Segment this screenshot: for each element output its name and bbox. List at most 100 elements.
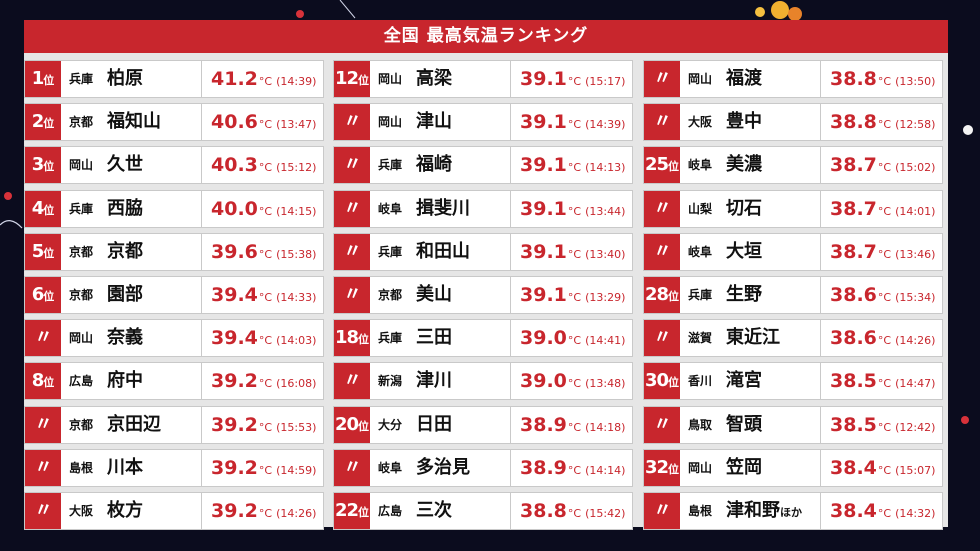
temperature-value: 40.3°C (15:12) [211,154,317,177]
cell-divider [510,61,511,97]
cell-divider [201,320,202,357]
cell-divider [820,147,821,184]
cell-divider [510,320,511,357]
observation-time: (13:46) [895,247,936,261]
observation-time: (16:08) [276,377,317,391]
ranking-row: 20位 大分 日田 38.9°C (14:18) [333,405,633,444]
observation-time: (12:42) [895,420,936,434]
ranking-row: 5位 京都 京都 39.6°C (15:38) [24,232,324,271]
rank-badge: 18位 [334,320,370,357]
temperature-value: 39.2°C (14:26) [211,499,317,522]
rank-badge: 〃 [334,190,370,227]
temperature-value: 38.6°C (14:26) [830,327,936,350]
ranking-row: 6位 京都 園部 39.4°C (14:33) [24,275,324,314]
prefecture-label: 島根 [688,503,713,518]
temperature-value: 38.4°C (14:32) [830,499,936,522]
rank-badge: 5位 [25,233,61,270]
city-name: 日田 [416,413,452,435]
ranking-row: 〃大阪 枚方 39.2°C (14:26) [24,491,324,530]
temperature-value: 39.1°C (14:39) [520,111,626,134]
rank-badge: 〃 [334,449,370,486]
city-name: 園部 [107,283,143,305]
ranking-row: 〃岐阜 大垣 38.7°C (13:46) [643,232,943,271]
observation-time: (13:50) [895,75,936,88]
temperature-value: 39.0°C (14:41) [520,327,626,350]
city-name: 久世 [107,154,143,176]
city-name: 揖斐川 [416,197,470,219]
observation-time: (14:41) [585,334,626,348]
ranking-row: 〃新潟 津川 39.0°C (13:48) [333,362,633,401]
prefecture-label: 広島 [378,503,403,518]
rank-badge: 4位 [25,190,61,227]
observation-time: (14:39) [585,118,626,132]
rank-badge: 20位 [334,406,370,443]
observation-time: (15:34) [895,290,936,304]
rank-badge: 〃 [644,320,680,357]
temperature-value: 38.5°C (12:42) [830,413,936,436]
observation-time: (15:38) [276,247,317,261]
ranking-row: 22位 広島 三次 38.8°C (15:42) [333,491,633,530]
temperature-value: 40.0°C (14:15) [211,197,317,220]
ranking-row: 〃島根 津和野ほか 38.4°C (14:32) [643,491,943,530]
city-name: 京都 [107,240,143,262]
cell-divider [820,363,821,400]
cell-divider [820,320,821,357]
ranking-row: 〃岡山 福渡 38.8°C (13:50) [643,60,943,98]
temperature-value: 38.5°C (14:47) [830,370,936,393]
cell-divider [510,492,511,529]
prefecture-label: 岡山 [688,460,713,475]
city-name: 京田辺 [107,413,161,435]
observation-time: (15:07) [895,463,936,477]
observation-time: (15:42) [585,506,626,520]
ranking-row: 〃山梨 切石 38.7°C (14:01) [643,189,943,228]
ranking-row: 30位 香川 滝宮 38.5°C (14:47) [643,362,943,401]
prefecture-label: 岐阜 [688,158,713,173]
city-name: 府中 [107,370,143,392]
temperature-value: 38.9°C (14:18) [520,413,626,436]
rank-badge: 〃 [644,190,680,227]
city-name: 枚方 [107,499,143,521]
temperature-value: 39.4°C (14:33) [211,283,317,306]
prefecture-label: 兵庫 [69,201,94,216]
prefecture-label: 岐阜 [378,460,403,475]
prefecture-label: 岐阜 [378,201,403,216]
city-name: 三田 [416,327,452,349]
prefecture-label: 岡山 [69,331,94,346]
cell-divider [820,449,821,486]
cell-divider [820,233,821,270]
observation-time: (15:17) [585,75,626,88]
prefecture-label: 兵庫 [378,331,403,346]
city-name: 滝宮 [726,370,762,392]
ranking-row: 〃岐阜 揖斐川 39.1°C (13:44) [333,189,633,228]
temperature-value: 39.1°C (13:40) [520,240,626,263]
temperature-value: 39.0°C (13:48) [520,370,626,393]
observation-time: (15:53) [276,420,317,434]
rank-badge: 3位 [25,147,61,184]
temperature-value: 40.6°C (13:47) [211,111,317,134]
ranking-row: 〃島根 川本 39.2°C (14:59) [24,448,324,487]
ranking-row: 〃京都 京田辺 39.2°C (15:53) [24,405,324,444]
rank-badge: 8位 [25,363,61,400]
ranking-row: 3位 岡山 久世 40.3°C (15:12) [24,146,324,185]
rank-badge: 〃 [25,449,61,486]
observation-time: (15:02) [895,161,936,175]
rank-badge: 12位 [334,61,370,97]
ranking-row: 8位 広島 府中 39.2°C (16:08) [24,362,324,401]
prefecture-label: 兵庫 [688,287,713,302]
observation-time: (13:44) [585,204,626,218]
ranking-panel: 全国 最高気温ランキング 1位 兵庫 柏原 41.2°C (14:39) 2位 京都 福知山 4… [24,20,948,530]
prefecture-label: 兵庫 [69,72,94,86]
prefecture-label: 大阪 [69,503,94,518]
city-name: 福知山 [107,111,161,133]
prefecture-label: 兵庫 [378,244,403,259]
city-name: 智頭 [726,413,762,435]
temperature-value: 39.1°C (15:17) [520,68,626,90]
ranking-row: 〃岡山 奈義 39.4°C (14:03) [24,319,324,358]
city-name: 切石 [726,197,762,219]
rank-badge: 〃 [334,147,370,184]
prefecture-label: 広島 [69,374,94,389]
city-name: 多治見 [416,456,470,478]
rank-badge: 32位 [644,449,680,486]
city-name: 美山 [416,283,452,305]
temperature-value: 38.8°C (13:50) [830,68,936,90]
